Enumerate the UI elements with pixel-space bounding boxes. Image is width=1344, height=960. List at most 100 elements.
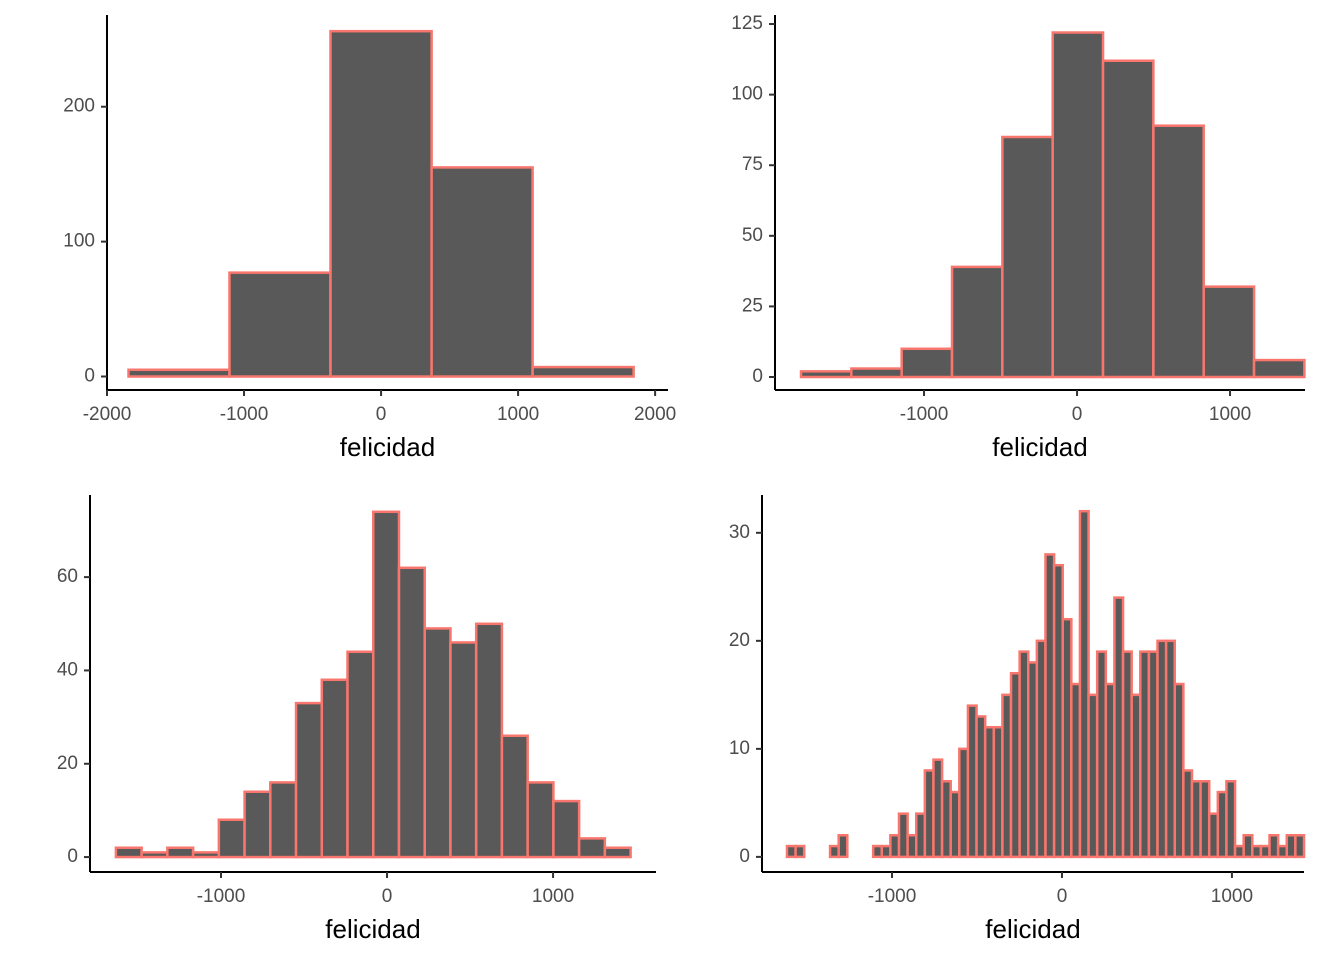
- bar: [1061, 617, 1073, 859]
- bar: [346, 650, 375, 859]
- bar: [1078, 509, 1090, 859]
- bar: [1259, 844, 1271, 859]
- x-tick-label: 0: [382, 886, 393, 907]
- bar: [871, 844, 884, 859]
- bar: [1035, 639, 1047, 859]
- bar: [794, 844, 806, 859]
- x-axis-title: felicidad: [985, 914, 1080, 944]
- bar: [140, 851, 169, 859]
- y-tick-label: 20: [729, 630, 750, 651]
- bar: [1242, 834, 1254, 859]
- bar: [1216, 790, 1228, 859]
- bar: [500, 734, 529, 859]
- bar: [1182, 769, 1194, 859]
- bar: [191, 851, 221, 859]
- bar: [950, 265, 1004, 379]
- x-tick-label: -1000: [900, 404, 949, 425]
- x-tick-label: 1000: [532, 886, 574, 907]
- bar: [1202, 285, 1256, 379]
- y-tick-label: 100: [731, 84, 763, 105]
- bar: [1251, 844, 1263, 859]
- bar: [1252, 358, 1306, 379]
- y-tick-label: 60: [57, 566, 78, 587]
- bar: [526, 781, 555, 859]
- bar: [430, 166, 534, 378]
- bar: [1207, 812, 1220, 859]
- y-tick-label: 0: [752, 366, 763, 387]
- bar: [166, 846, 195, 859]
- bar: [423, 627, 452, 859]
- bar: [228, 271, 332, 378]
- bar: [975, 715, 987, 859]
- bar: [1173, 682, 1185, 859]
- bar: [1001, 135, 1054, 379]
- bar: [914, 812, 927, 859]
- bar: [603, 846, 632, 859]
- bar: [371, 510, 401, 859]
- bar: [127, 368, 231, 378]
- bar: [1130, 693, 1142, 859]
- bar: [966, 704, 978, 859]
- bar: [983, 725, 996, 859]
- bar: [1113, 596, 1125, 859]
- bar: [889, 834, 901, 859]
- bar: [1101, 59, 1155, 379]
- bar: [577, 837, 607, 859]
- x-axis-title: felicidad: [992, 432, 1087, 462]
- bar: [1070, 682, 1082, 859]
- bar: [1164, 639, 1176, 859]
- y-tick-label: 30: [729, 522, 750, 543]
- bar: [552, 799, 581, 859]
- bar: [1027, 661, 1039, 859]
- x-tick-label: 0: [1072, 404, 1083, 425]
- bar: [880, 844, 892, 859]
- bar: [1268, 834, 1280, 859]
- y-tick-label: 100: [63, 231, 95, 252]
- bar: [449, 641, 478, 859]
- y-tick-label: 20: [57, 753, 78, 774]
- y-tick-label: 0: [67, 846, 78, 867]
- bar: [1052, 563, 1064, 859]
- bar: [320, 678, 349, 859]
- bar: [243, 790, 272, 859]
- x-tick-label: 2000: [634, 404, 676, 425]
- bar: [397, 566, 426, 859]
- bar: [785, 844, 797, 859]
- x-axis-title: felicidad: [340, 432, 435, 462]
- x-tick-label: 1000: [1209, 404, 1251, 425]
- y-tick-label: 0: [84, 366, 95, 387]
- bar: [940, 780, 952, 859]
- bar: [329, 29, 433, 378]
- x-tick-label: -1000: [868, 886, 917, 907]
- bar: [1156, 639, 1168, 859]
- y-tick-label: 200: [63, 96, 95, 117]
- bar: [992, 725, 1004, 859]
- bar: [1044, 553, 1056, 859]
- x-tick-label: -1000: [197, 886, 246, 907]
- bar: [294, 701, 324, 859]
- bar: [1051, 31, 1105, 379]
- bar: [1276, 844, 1289, 859]
- bar: [1199, 780, 1211, 859]
- y-tick-label: 10: [729, 738, 750, 759]
- y-tick-label: 50: [742, 225, 763, 246]
- y-tick-label: 125: [731, 13, 763, 34]
- bar: [1095, 650, 1108, 859]
- bar: [897, 812, 909, 859]
- y-tick-label: 25: [742, 295, 763, 316]
- bar: [1104, 682, 1116, 859]
- bar: [799, 370, 853, 379]
- bar: [1139, 650, 1151, 859]
- bar: [1018, 650, 1030, 859]
- bar: [217, 818, 246, 859]
- bar: [900, 347, 954, 379]
- bar: [1001, 693, 1013, 859]
- bar: [1147, 650, 1159, 859]
- bar: [531, 365, 635, 378]
- x-axis-title: felicidad: [325, 914, 420, 944]
- bar: [850, 367, 903, 379]
- bar: [828, 844, 840, 859]
- y-tick-label: 75: [742, 154, 763, 175]
- bar: [1285, 834, 1297, 859]
